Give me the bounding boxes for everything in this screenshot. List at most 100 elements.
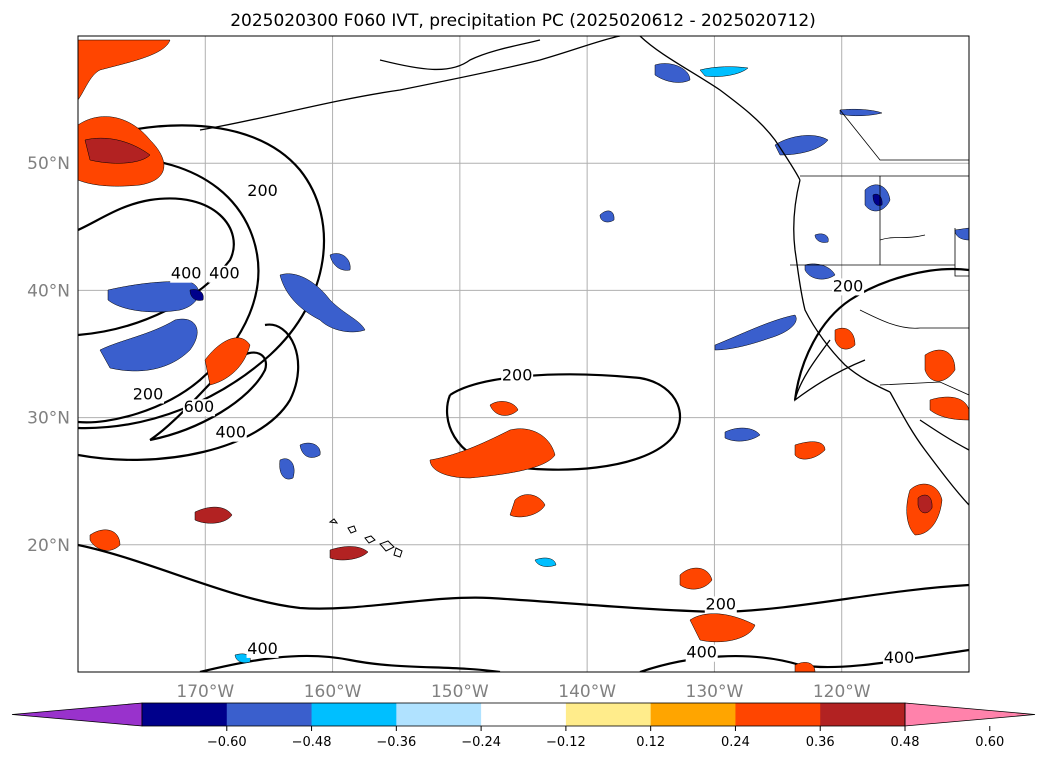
map-frame: [77, 35, 970, 673]
colorbar-tick-label-2: −0.36: [376, 735, 416, 750]
contour-label-bg-4: [182, 399, 215, 417]
colorbar-bin-1: [226, 703, 313, 726]
border-us-mexico: [879, 381, 969, 396]
precip-pos-e-core: [917, 494, 933, 514]
contour-label-7: 200: [833, 276, 864, 295]
precip-pos-hawaii: [329, 546, 369, 561]
precip-pos-s-1: [679, 567, 713, 590]
colorbar-tick-label-3: −0.24: [461, 735, 501, 750]
lon-label-0: 170°W: [176, 682, 234, 702]
hawaiian-islands: [328, 518, 403, 558]
colorbar-bin-6: [650, 703, 736, 726]
contour-label-4: 600: [184, 397, 215, 416]
contour-label-3: 200: [133, 385, 164, 404]
colorbar-tick-label-7: 0.36: [806, 735, 835, 750]
colorbar-tick-label-6: 0.24: [721, 735, 750, 750]
precip-neg-w-core: [189, 289, 204, 301]
colorbar-tick-label-0: −0.60: [207, 735, 247, 750]
lon-label-5: 120°W: [813, 682, 871, 702]
border-state-3: [859, 309, 969, 329]
precip-neg-ne-1: [839, 108, 883, 117]
precip-neg-w-3: [329, 253, 351, 271]
colorbar: −0.60 −0.48 −0.36 −0.24 −0.12 0.12 0.24 0.36 0.4…: [11, 702, 1036, 750]
contour-label-0: 200: [247, 181, 278, 200]
contour-label-bg-0: [246, 183, 279, 200]
contour-label-bg-7: [832, 278, 865, 296]
precip-pos-sub-1: [509, 494, 546, 518]
precip-pos-central-n: [489, 401, 519, 416]
precip-positive-areas: [78, 39, 969, 672]
island-2: [347, 525, 357, 534]
precip-pos-central: [429, 428, 556, 479]
precip-pos-e-1: [924, 349, 956, 382]
border-canada-bc: [839, 109, 969, 161]
precip-pos-sw: [194, 506, 233, 524]
border-state-4: [954, 228, 969, 277]
precip-neg-nw-2: [279, 273, 366, 333]
ivt-contour-200-south: [78, 543, 969, 614]
contour-label-8: 200: [706, 594, 737, 613]
contour-label-5: 400: [215, 423, 246, 442]
precip-neg-n-1: [654, 63, 691, 83]
precip-neg-sw-1: [234, 653, 251, 663]
coastline-baja: [889, 391, 969, 506]
latitude-labels: 50°N 40°N 30°N 20°N: [27, 154, 70, 556]
colorbar-tick-label-8: 0.48: [891, 735, 920, 750]
precip-neg-n-2: [699, 66, 749, 77]
coastline-baja-w: [793, 339, 866, 402]
colorbar-tick-label-9: 0.60: [975, 735, 1004, 750]
map-title: 2025020300 F060 IVT, precipitation PC (2…: [230, 11, 816, 31]
precip-pos-nw-core: [84, 137, 151, 164]
contour-label-10: 400: [686, 643, 717, 662]
contour-label-6: 200: [502, 365, 533, 384]
precip-pos-se-2: [794, 662, 816, 672]
ivt-contour-200-coast: [793, 267, 969, 401]
precip-pos-nw-edge: [78, 39, 171, 101]
longitude-labels: 170°W 160°W 150°W 140°W 130°W 120°W: [176, 682, 870, 702]
precip-pos-s-2: [689, 613, 756, 643]
coastline-mexico-w: [919, 419, 969, 451]
precip-pos-se-1: [794, 441, 826, 460]
contour-label-bg-11: [882, 649, 915, 667]
colorbar-extend-low: [11, 702, 143, 727]
island-5: [393, 547, 403, 558]
precip-neg-w-2: [99, 318, 198, 372]
lon-label-2: 150°W: [431, 682, 489, 702]
precip-neg-w-5: [299, 442, 321, 458]
lat-label-1: 40°N: [27, 281, 70, 301]
border-state-5: [879, 234, 926, 241]
political-borders: [790, 109, 969, 396]
precip-pos-e-3: [929, 396, 969, 421]
colorbar-bin-0: [142, 703, 228, 726]
contour-label-bg-9: [246, 640, 279, 658]
precip-negative-areas: [99, 63, 969, 663]
colorbar-tick-label-1: −0.48: [292, 735, 332, 750]
precip-neg-nv-1: [814, 233, 829, 243]
precip-neg-pnw-1: [774, 135, 829, 156]
coastline-alaska-inner: [379, 39, 541, 71]
colorbar-bin-2: [311, 703, 397, 726]
island-4: [379, 540, 395, 552]
colorbar-extend-high: [904, 702, 1036, 727]
ivt-contour-400-mid: [78, 323, 300, 461]
colorbar-bin-8: [820, 703, 906, 726]
contour-label-bg-2: [208, 265, 241, 283]
contour-label-2: 400: [209, 264, 240, 283]
colorbar-bin-3: [396, 703, 482, 726]
contour-label-9: 400: [247, 639, 278, 658]
contour-label-bg-3: [132, 386, 165, 404]
colorbar-bin-5: [565, 703, 652, 726]
coastline-us-west: [793, 179, 891, 393]
precip-neg-e-band: [714, 314, 797, 351]
precip-neg-ca-1: [804, 263, 836, 280]
lat-label-0: 50°N: [27, 154, 70, 174]
lat-label-2: 30°N: [27, 409, 70, 429]
colorbar-bin-7: [735, 703, 821, 726]
coastlines: [199, 36, 969, 506]
coastline-bc-panhandle: [639, 36, 801, 181]
precip-pos-far-w: [89, 529, 121, 551]
precip-neg-mid-1: [599, 210, 615, 223]
